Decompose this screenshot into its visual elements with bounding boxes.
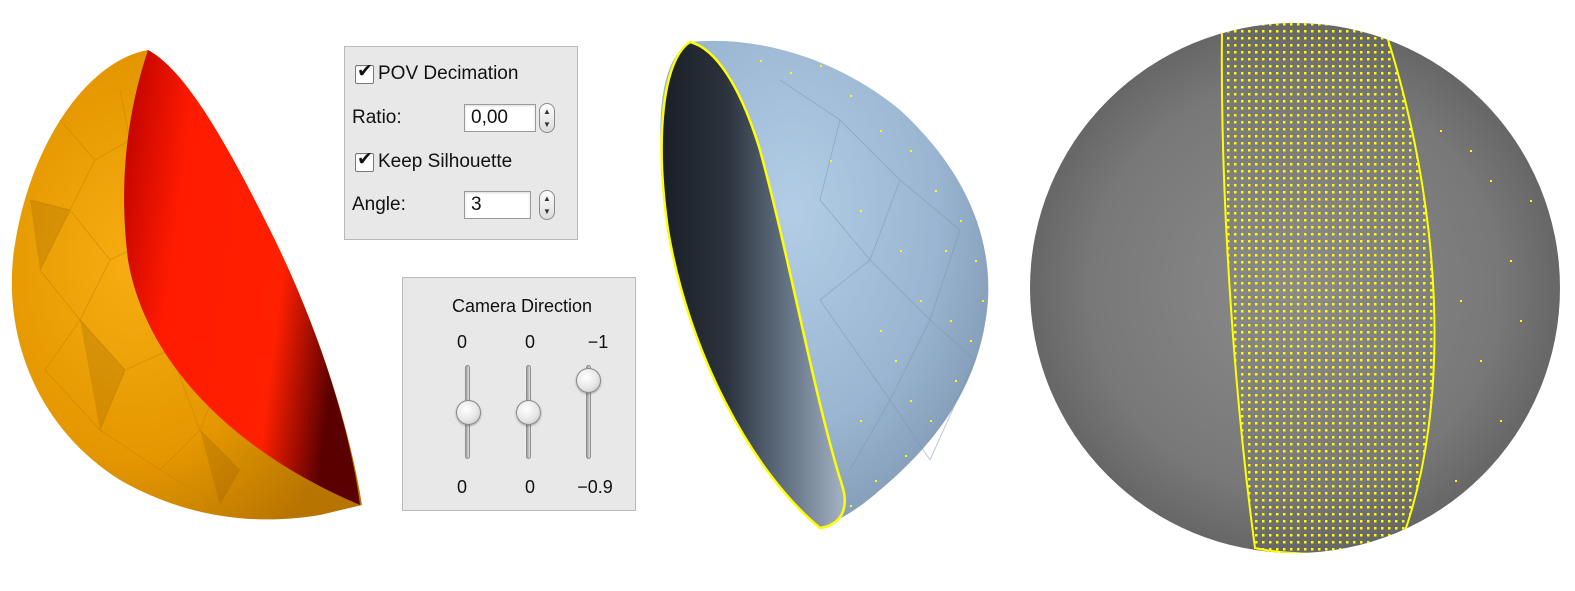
camera-direction-title: Camera Direction xyxy=(452,296,593,316)
gray-sphere-render xyxy=(1030,23,1560,553)
camera-y-slider-knob[interactable] xyxy=(516,399,541,425)
angle-field[interactable]: 3 xyxy=(464,191,531,219)
stepper-up-icon[interactable]: ▲ xyxy=(543,107,551,116)
camera-z-bottom-value: −0.9 xyxy=(577,477,613,497)
camera-z-slider[interactable] xyxy=(586,365,591,459)
angle-stepper[interactable]: ▲ ▼ xyxy=(539,190,555,220)
ratio-label: Ratio: xyxy=(352,107,402,128)
camera-y-top-value: 0 xyxy=(524,332,535,352)
orange-hemisphere-render xyxy=(11,50,362,520)
ratio-stepper[interactable]: ▲ ▼ xyxy=(539,103,555,133)
blue-hemisphere-render xyxy=(660,40,989,530)
camera-z-top-value: −1 xyxy=(587,332,609,352)
ratio-field[interactable]: 0,00 xyxy=(464,104,536,132)
angle-label: Angle: xyxy=(352,194,406,215)
stepper-down-icon[interactable]: ▼ xyxy=(543,207,551,216)
camera-x-top-value: 0 xyxy=(456,332,467,352)
decimation-panel: POV Decimation Ratio: 0,00 ▲ ▼ Keep Silh… xyxy=(344,46,578,240)
camera-y-bottom-value: 0 xyxy=(524,477,535,497)
keep-silhouette-checkbox[interactable] xyxy=(355,148,374,172)
pov-decimation-checkbox[interactable] xyxy=(355,60,374,84)
camera-x-slider-knob[interactable] xyxy=(456,399,481,425)
camera-x-bottom-value: 0 xyxy=(456,477,467,497)
stepper-up-icon[interactable]: ▲ xyxy=(543,194,551,203)
pov-decimation-label: POV Decimation xyxy=(378,63,519,84)
keep-silhouette-option[interactable]: Keep Silhouette xyxy=(355,148,513,173)
keep-silhouette-label: Keep Silhouette xyxy=(378,151,513,172)
camera-z-slider-knob[interactable] xyxy=(576,368,601,394)
stepper-down-icon[interactable]: ▼ xyxy=(543,120,551,129)
camera-direction-panel: Camera Direction 0 0 −1 0 0 −0.9 xyxy=(402,277,636,511)
pov-decimation-option[interactable]: POV Decimation xyxy=(355,60,519,85)
